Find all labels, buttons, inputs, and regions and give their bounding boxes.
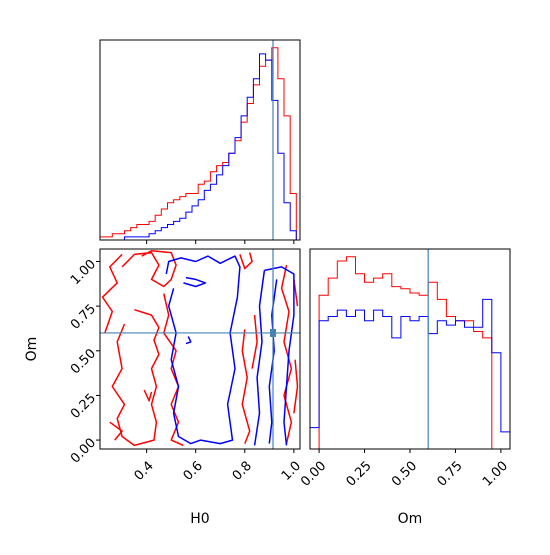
contour-y-tick-label: 0.75 [68,302,99,333]
red-contour-line-2 [101,253,123,334]
om-histogram-x-tick-label: 0.50 [389,459,420,490]
h0-histogram-frame [99,39,301,241]
red-contour-line-3 [163,293,184,447]
red-contour-line-7 [241,329,251,444]
blue-h0-histogram-step [100,53,300,241]
contour-y-axis-label: Om [24,337,40,362]
red-contour-line-1 [111,308,160,447]
contour-x-tick-label: 0.8 [230,459,255,484]
blue-om-histogram-step [309,298,511,449]
om-histogram-x-tick-label: 0.00 [298,459,329,490]
blue-contour-line-0 [165,255,241,445]
contour-truth-marker [270,328,277,337]
red-contour-line-8 [251,315,258,369]
om-histogram-x-tick-label: 1.00 [480,459,511,490]
red-contour-line-0 [121,250,177,288]
contour-x-tick-label: 0.4 [132,459,157,484]
contour-x-axis-label: H0 [190,511,209,527]
red-om-histogram-step [310,256,510,450]
red-contour-line-11 [293,359,299,414]
red-contour-line-6 [239,252,253,270]
contour-y-tick-label: 1.00 [68,257,99,288]
contour-y-tick-label: 0.25 [68,391,99,422]
om-histogram-x-axis-label: Om [398,511,423,527]
red-h0-histogram-step [99,47,300,241]
contour-y-tick-label: 0.00 [68,436,99,467]
contour-y-tick-label: 0.50 [68,346,99,377]
red-contour-line-9 [280,264,293,444]
om-histogram-x-tick-label: 0.75 [435,459,466,490]
contour-x-tick-label: 0.6 [181,459,206,484]
blue-contour-line-4 [253,270,266,446]
om-histogram-x-tick-label: 0.25 [344,459,375,490]
contour-lines-group [101,250,299,447]
contour-frame [99,248,301,450]
red-contour-line-5 [143,389,153,402]
blue-contour-line-3 [264,266,295,446]
blue-contour-line-1 [183,276,207,288]
red-contour-line-4 [109,421,123,441]
h0-histogram-panel [99,39,301,244]
om-histogram-panel: 0.00 0.25 0.50 0.75 1.00 Om [298,248,511,527]
blue-contour-line-2 [185,336,192,345]
om-histogram-frame [309,248,511,450]
